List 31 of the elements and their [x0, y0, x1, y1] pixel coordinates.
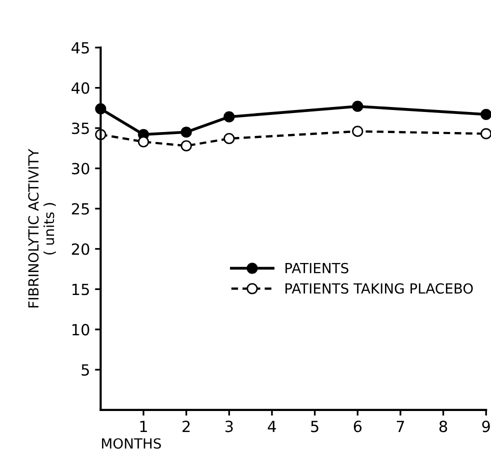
point: [224, 111, 235, 122]
x-tick-label: 5: [311, 420, 318, 432]
y-tick-label: 30: [72, 162, 90, 174]
y-tick-label: 15: [72, 284, 89, 296]
point: [480, 128, 491, 140]
y-tick-label: 10: [72, 324, 90, 336]
y-tick-label: 5: [82, 364, 89, 376]
point: [138, 136, 150, 148]
y-axis-title: FIBRINOLYTIC ACTIVITY ( units ): [28, 148, 56, 308]
y-tick-label: 40: [72, 82, 90, 94]
point: [352, 100, 364, 112]
y-tick-label: 25: [72, 203, 89, 215]
y-tick-label: 20: [72, 243, 90, 255]
x-tick-label: 3: [225, 420, 233, 432]
point: [480, 108, 491, 120]
x-tick-label: 9: [482, 420, 490, 432]
legend-label: PATIENTS TAKING PLACEBO: [286, 283, 473, 294]
x-tick-label: 8: [439, 420, 448, 432]
y-tick-label: 35: [72, 122, 89, 134]
point: [180, 126, 192, 138]
x-tick-label: 7: [396, 420, 404, 432]
x-axis-title: MONTHS: [102, 438, 161, 449]
x-tick-label: 6: [354, 420, 362, 432]
x-tick-label: 1: [140, 420, 147, 432]
y-tick-label: 45: [72, 42, 89, 54]
x-tick-label: 2: [182, 420, 190, 432]
point: [224, 133, 235, 144]
x-tick-label: 4: [268, 420, 276, 432]
point: [352, 126, 364, 137]
point: [180, 140, 192, 152]
legend-label: PATIENTS: [286, 262, 348, 274]
